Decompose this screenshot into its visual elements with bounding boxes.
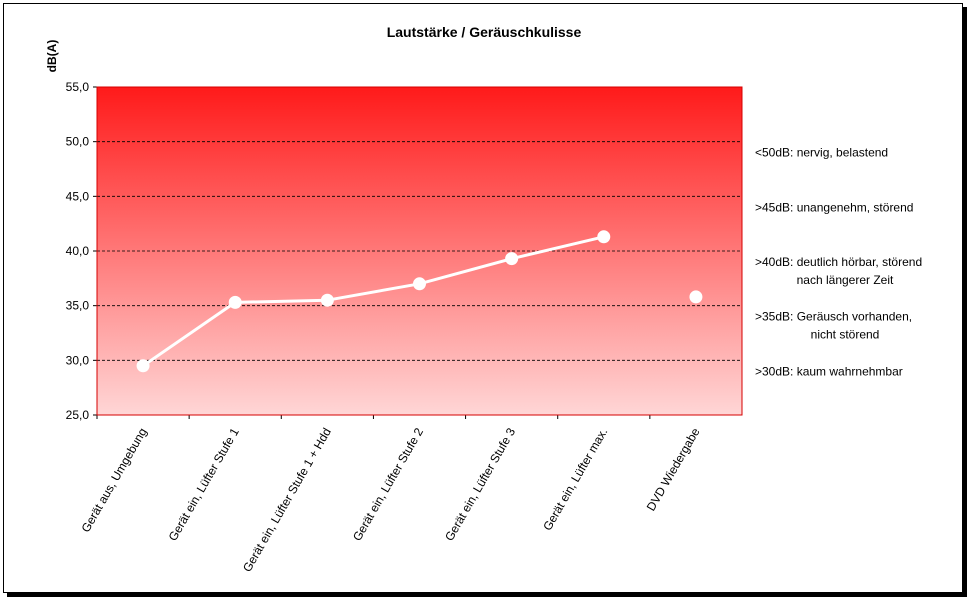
annotation-text: <50dB: nervig, belastend: [755, 146, 888, 160]
chart-title: Lautstärke / Geräuschkulisse: [387, 24, 582, 40]
y-tick-label: 25,0: [66, 408, 90, 422]
y-tick-label: 50,0: [66, 135, 90, 149]
gridlines: [97, 141, 742, 361]
data-point: [689, 290, 703, 304]
x-category-label: Gerät ein, Lüfter Stufe 1: [166, 425, 242, 543]
series-path: [142, 235, 605, 368]
annotation-text: >40dB: deutlich hörbar, störend: [755, 255, 922, 269]
x-category-label: Gerät aus, Umgebung: [79, 426, 150, 535]
data-point: [228, 295, 242, 309]
annotation-text: >30dB: kaum wahrnehmbar: [755, 364, 903, 378]
x-category-label: Gerät ein, Lüfter Stufe 3: [442, 425, 518, 543]
annotation-text: nicht störend: [811, 328, 880, 342]
y-axis-label: dB(A): [45, 40, 59, 73]
y-axis-ticks: 25,0 30,0 35,0 40,0 45,0 50,0 55,0: [66, 80, 97, 422]
y-tick-label: 30,0: [66, 353, 90, 367]
data-point: [413, 277, 426, 291]
y-tick-label: 45,0: [66, 189, 90, 203]
data-points: [136, 230, 703, 373]
data-point: [136, 359, 150, 373]
annotation-text: nach längerer Zeit: [797, 273, 894, 287]
x-axis-categories: Gerät aus, Umgebung Gerät ein, Lüfter Stu…: [79, 415, 703, 574]
data-point: [505, 252, 519, 266]
x-category-label: Gerät ein, Lüfter max.: [540, 426, 610, 534]
threshold-annotations: <50dB: nervig, belastend >45dB: unangeneh…: [755, 146, 922, 379]
annotation-text: >45dB: unangenehm, störend: [755, 200, 913, 214]
x-category-label: DVD Wiedergabe: [644, 425, 703, 513]
plot-border: [96, 86, 743, 416]
y-tick-label: 40,0: [66, 244, 90, 258]
annotation-text: >35dB: Geräusch vorhanden,: [755, 310, 912, 324]
x-category-label: Gerät ein, Lüfter Stufe 2: [350, 425, 426, 543]
y-tick-label: 55,0: [66, 80, 90, 94]
series-line: [142, 235, 605, 368]
data-point: [597, 230, 611, 244]
x-category-label: Gerät ein, Lüfter Stufe 1 + Hdd: [240, 426, 334, 575]
data-point: [320, 293, 334, 307]
y-tick-label: 35,0: [66, 299, 90, 313]
